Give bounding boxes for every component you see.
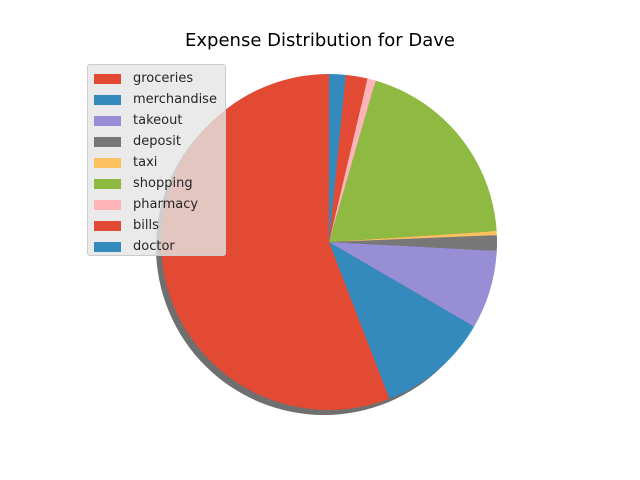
pie-slice-takeout xyxy=(329,242,497,327)
legend-item-pharmacy: pharmacy xyxy=(88,194,225,215)
pie-slice-taxi xyxy=(329,230,497,242)
legend-swatch xyxy=(94,199,121,210)
legend-swatch xyxy=(94,115,121,126)
legend-swatch xyxy=(94,73,121,84)
legend-item-taxi: taxi xyxy=(88,152,225,173)
legend-label: shopping xyxy=(133,176,193,191)
legend-swatch xyxy=(94,94,121,105)
legend: groceries merchandise takeout deposit taxi sh… xyxy=(87,64,226,256)
legend-label: pharmacy xyxy=(133,197,199,212)
legend-item-merchandise: merchandise xyxy=(88,89,225,110)
legend-label: taxi xyxy=(133,155,158,170)
legend-swatch xyxy=(94,136,121,147)
legend-swatch xyxy=(94,178,121,189)
legend-label: takeout xyxy=(133,113,183,128)
pie-slice-deposit xyxy=(329,235,497,251)
chart-title: Expense Distribution for Dave xyxy=(185,30,455,51)
legend-item-takeout: takeout xyxy=(88,110,225,131)
legend-item-groceries: groceries xyxy=(88,68,225,89)
pie-slice-shopping xyxy=(329,80,497,242)
legend-label: doctor xyxy=(133,239,175,254)
legend-item-doctor: doctor xyxy=(88,236,225,257)
legend-label: bills xyxy=(133,218,159,233)
pie-slice-merchandise xyxy=(329,242,475,399)
legend-swatch xyxy=(94,220,121,231)
legend-label: deposit xyxy=(133,134,181,149)
legend-item-deposit: deposit xyxy=(88,131,225,152)
legend-swatch xyxy=(94,241,121,252)
legend-item-bills: bills xyxy=(88,215,225,236)
pie-slice-doctor xyxy=(329,74,346,242)
pie-slice-bills xyxy=(329,74,368,242)
legend-label: merchandise xyxy=(133,92,217,107)
legend-label: groceries xyxy=(133,71,194,86)
pie-slice-pharmacy xyxy=(329,78,376,242)
legend-item-shopping: shopping xyxy=(88,173,225,194)
legend-swatch xyxy=(94,157,121,168)
